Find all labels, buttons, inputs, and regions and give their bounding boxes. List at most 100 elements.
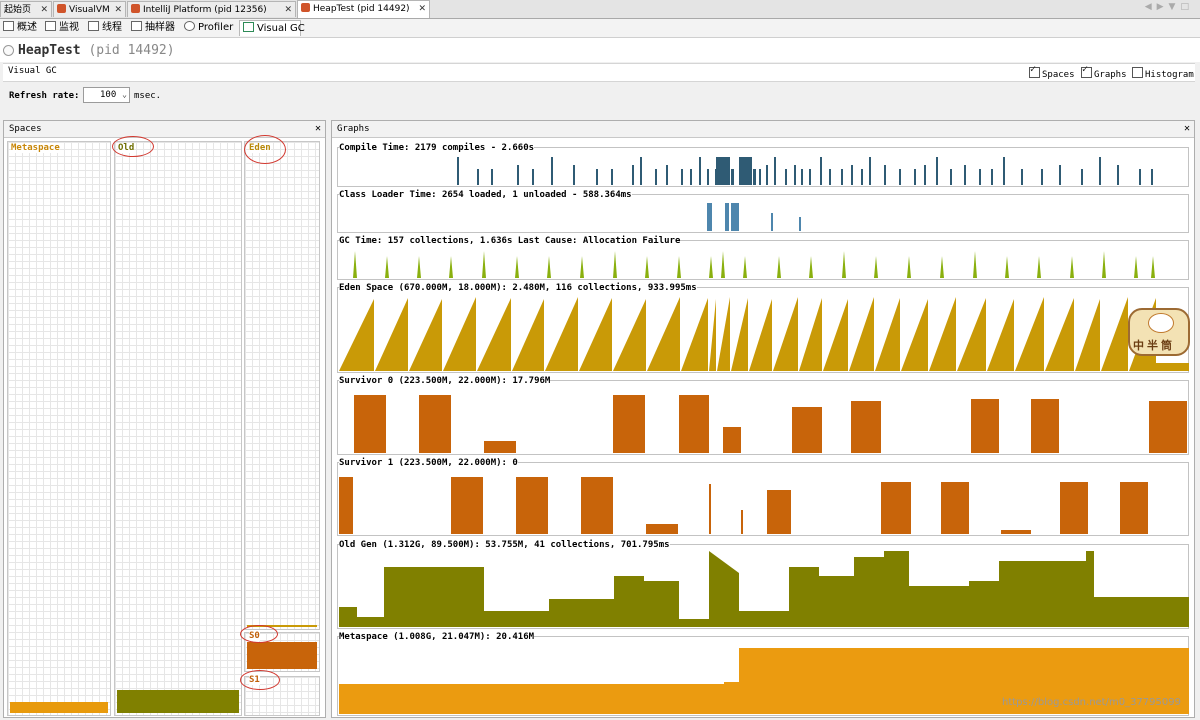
tab-label: Visual GC: [257, 23, 305, 34]
compile-spike: [1081, 169, 1083, 185]
close-icon[interactable]: ✕: [314, 123, 321, 134]
eden-sawtooth: [647, 297, 680, 371]
compile-spike: [979, 169, 981, 185]
compile-spike: [632, 165, 634, 185]
tab-label: 线程: [102, 22, 122, 33]
compile-time-plot: [457, 157, 1153, 185]
tab-overview[interactable]: 概述: [0, 20, 42, 36]
gc-spike: [515, 256, 519, 278]
metaspace-area: [339, 648, 1189, 714]
eden-sawtooth: [957, 298, 986, 371]
class-loader-bar: [731, 203, 739, 231]
survivor0-bar: [723, 427, 741, 453]
view-tab-bar: 概述 监视 线程 抽样器 Profiler Visual GC: [0, 19, 1200, 38]
visual-gc-label: Visual GC: [8, 66, 57, 76]
tab-start-page[interactable]: 起始页 ✕: [0, 1, 52, 17]
compile-spike: [766, 165, 768, 185]
survivor0-bar: [851, 401, 881, 453]
app-name: HeapTest: [18, 43, 81, 58]
tab-label: HeapTest (pid 14492): [313, 4, 410, 14]
survivor1-bar: [1060, 482, 1088, 534]
gc-time-graph: [337, 240, 1189, 280]
mascot-text: 中半筒: [1133, 339, 1175, 352]
eden-sawtooth: [987, 299, 1014, 371]
tab-navigation-arrows[interactable]: ◀▶▼□: [1144, 2, 1194, 12]
refresh-rate-select[interactable]: 100 ⌄: [83, 87, 130, 103]
compile-spike: [611, 169, 613, 185]
survivor0-bar: [484, 441, 516, 453]
tab-label: 监视: [59, 22, 79, 33]
tab-monitor[interactable]: 监视: [42, 20, 84, 36]
compile-spike: [491, 169, 493, 185]
old-gen-title: Old Gen (1.312G, 89.500M): 53.755M, 41 c…: [339, 540, 670, 550]
gc-spike: [1134, 256, 1138, 278]
close-icon[interactable]: ✕: [284, 5, 292, 15]
tab-visualvm[interactable]: VisualVM ✕: [53, 1, 126, 17]
eden-sawtooth: [375, 298, 408, 371]
survivor1-title: Survivor 1 (223.500M, 22.000M): 0: [339, 458, 518, 468]
eden-space-plot: [339, 297, 1189, 371]
overview-icon: [3, 21, 14, 31]
survivor1-bar: [741, 510, 743, 534]
compile-spike: [759, 169, 761, 185]
gc-spike: [973, 251, 977, 278]
metaspace-label: Metaspace: [11, 143, 60, 153]
metaspace-fill: [10, 702, 108, 713]
gc-spike: [809, 256, 813, 278]
compile-spike: [861, 169, 863, 185]
tab-profiler[interactable]: Profiler: [181, 20, 237, 36]
annotation-circle-s1: [240, 670, 280, 690]
tab-intellij-platform[interactable]: IntelliJ Platform (pid 12356) ✕: [127, 1, 296, 17]
compile-spike: [851, 165, 853, 185]
panel-title: Graphs: [337, 124, 370, 134]
metaspace-graph: [337, 636, 1189, 716]
compile-spike: [1021, 169, 1023, 185]
compile-spike: [640, 157, 642, 185]
eden-sawtooth: [613, 299, 646, 371]
compile-spike: [991, 169, 993, 185]
gc-spike: [1070, 256, 1074, 278]
tab-label: VisualVM: [69, 5, 110, 15]
close-icon[interactable]: ✕: [114, 5, 122, 15]
refresh-rate-label: Refresh rate:: [9, 91, 80, 101]
close-icon[interactable]: ✕: [40, 5, 48, 15]
tab-threads[interactable]: 线程: [85, 20, 127, 36]
close-icon[interactable]: ✕: [418, 4, 426, 14]
gc-spike: [1102, 251, 1106, 278]
panel-header: Spaces ✕: [4, 121, 325, 138]
gc-spike: [907, 256, 911, 278]
old-gen-area: [339, 551, 1189, 627]
survivor0-bar: [354, 395, 386, 453]
eden-sawtooth: [709, 299, 716, 371]
survivor0-title: Survivor 0 (223.500M, 22.000M): 17.796M: [339, 376, 551, 386]
eden-sawtooth: [545, 297, 578, 371]
compile-spike: [753, 169, 756, 185]
class-loader-bar: [799, 217, 801, 231]
gc-spike: [874, 256, 878, 278]
graphs-checkbox[interactable]: Graphs: [1081, 65, 1127, 80]
gc-spike: [743, 256, 747, 278]
tab-heaptest[interactable]: HeapTest (pid 14492) ✕: [297, 0, 430, 18]
histogram-checkbox[interactable]: Histogram: [1132, 67, 1194, 80]
compile-spike: [841, 169, 843, 185]
spaces-checkbox[interactable]: Spaces: [1029, 65, 1075, 80]
visual-gc-toolbar: [3, 63, 1195, 82]
survivor0-bar: [1149, 401, 1187, 453]
page-title: HeapTest (pid 14492): [18, 43, 175, 58]
compile-spike: [1059, 165, 1061, 185]
watermark: https://blog.csdn.net/m0_37795099: [1002, 697, 1181, 708]
compile-spike: [884, 165, 886, 185]
compile-spike: [809, 169, 811, 185]
eden-fill: [247, 625, 317, 627]
gc-spike: [417, 256, 421, 278]
close-icon[interactable]: ✕: [1183, 123, 1190, 134]
tab-sampler[interactable]: 抽样器: [128, 20, 180, 36]
compile-spike: [785, 169, 787, 185]
compile-spike: [681, 169, 683, 185]
survivor1-plot: [339, 477, 1148, 534]
eden-tail: [1153, 363, 1189, 371]
class-loader-plot: [707, 203, 801, 231]
profiler-icon: [184, 21, 195, 31]
tab-visual-gc[interactable]: Visual GC: [239, 20, 305, 36]
compile-spike: [596, 169, 598, 185]
